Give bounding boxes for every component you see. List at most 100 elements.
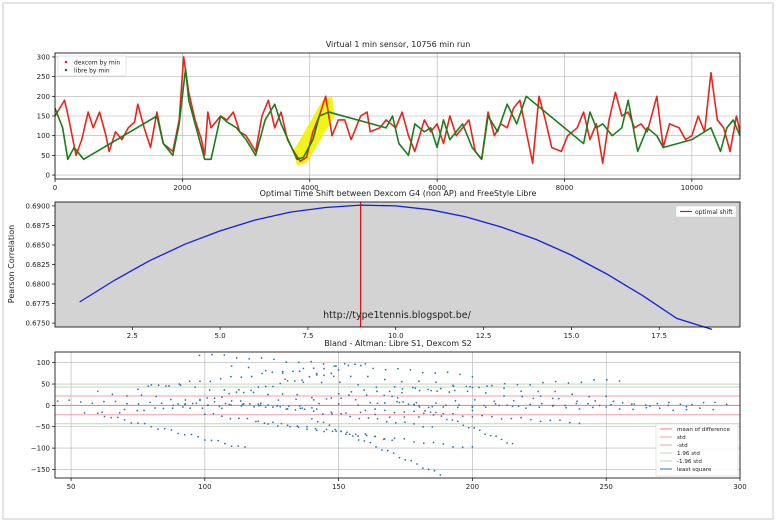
scatter-point: [461, 415, 464, 418]
scatter-point: [418, 389, 421, 392]
scatter-point: [277, 399, 280, 402]
scatter-point: [287, 405, 290, 408]
scatter-point: [323, 430, 325, 433]
scatter-point: [213, 397, 216, 400]
chart2-ytick-label: 0.6825: [26, 261, 51, 269]
scatter-point: [323, 374, 325, 377]
scatter-point: [316, 420, 319, 423]
scatter-point: [446, 371, 449, 374]
chart3-xtick-label: 50: [67, 483, 76, 491]
scatter-point: [96, 412, 99, 414]
chart3-xtick-label: 100: [198, 483, 211, 491]
scatter-point: [415, 401, 418, 404]
scatter-point: [667, 404, 670, 407]
scatter-point: [632, 408, 634, 411]
scatter-point: [314, 427, 317, 430]
scatter-point: [435, 402, 437, 404]
chart1-legend-box: [57, 55, 127, 77]
scatter-point: [374, 413, 377, 416]
chart2-ylabel: Pearson Correlation: [7, 225, 16, 303]
scatter-point: [310, 396, 313, 399]
scatter-point: [552, 404, 555, 407]
legend-minus-196-std-label: -1.96 std: [677, 459, 702, 465]
scatter-point: [612, 400, 615, 403]
scatter-point: [183, 433, 186, 436]
chart2-ytick-label: 0.6875: [26, 222, 51, 230]
scatter-point: [578, 408, 581, 410]
scatter-point: [220, 396, 223, 399]
scatter-point: [568, 421, 571, 424]
scatter-point: [521, 395, 524, 398]
scatter-point: [433, 469, 436, 472]
scatter-point: [469, 385, 471, 388]
scatter-point: [465, 385, 468, 388]
scatter-point: [228, 392, 231, 395]
chart2-ytick-label: 0.6900: [26, 202, 51, 210]
scatter-point: [318, 402, 321, 405]
scatter-point: [345, 412, 347, 414]
scatter-point: [413, 410, 415, 413]
scatter-point: [197, 435, 200, 438]
scatter-point: [416, 463, 418, 465]
scatter-point: [503, 395, 505, 397]
scatter-point: [267, 404, 269, 406]
chart2-background: [55, 202, 740, 327]
scatter-point: [359, 411, 362, 414]
scatter-point: [702, 401, 705, 404]
scatter-point: [374, 408, 377, 410]
scatter-point: [220, 415, 223, 418]
legend-dexcom-marker: [64, 60, 68, 64]
legend-196-std-label: 1.96 std: [677, 451, 700, 457]
scatter-point: [393, 411, 396, 414]
scatter-point: [315, 374, 318, 376]
scatter-point: [333, 365, 336, 368]
chart1-ytick-label: 50: [41, 152, 50, 160]
scatter-point: [130, 422, 133, 424]
scatter-point: [315, 429, 318, 432]
scatter-point: [101, 411, 103, 414]
scatter-point: [157, 428, 159, 430]
chart2-xtick-label: 15.0: [564, 332, 580, 340]
scatter-point: [253, 405, 256, 408]
chart2-xtick-label: 17.5: [651, 332, 667, 340]
scatter-point: [279, 382, 282, 385]
scatter-point: [421, 467, 424, 470]
scatter-point: [230, 445, 233, 448]
scatter-point: [312, 410, 315, 413]
chart3-title: Bland - Altman: Libre S1, Dexcom S2: [324, 339, 472, 348]
scatter-point: [418, 416, 420, 418]
scatter-point: [160, 402, 163, 405]
scatter-point: [335, 365, 337, 367]
scatter-point: [393, 385, 396, 388]
scatter-point: [357, 384, 359, 386]
scatter-point: [698, 407, 701, 410]
scatter-point: [454, 399, 457, 402]
scatter-point: [347, 364, 350, 367]
scatter-point: [393, 437, 396, 440]
scatter-point: [308, 375, 311, 378]
scatter-point: [429, 411, 432, 413]
scatter-point: [276, 405, 279, 407]
scatter-point: [198, 354, 201, 357]
scatter-point: [529, 403, 532, 406]
scatter-point: [102, 400, 105, 403]
scatter-point: [351, 435, 354, 437]
scatter-point: [456, 406, 459, 409]
scatter-point: [255, 420, 257, 423]
scatter-point: [321, 413, 324, 415]
scatter-point: [223, 389, 226, 391]
scatter-point: [348, 394, 350, 397]
chart2-legend-box: [675, 205, 737, 218]
scatter-point: [325, 397, 328, 400]
scatter-point: [123, 408, 126, 411]
scatter-point: [343, 362, 346, 365]
scatter-point: [529, 418, 532, 421]
scatter-point: [206, 397, 209, 399]
scatter-point: [330, 411, 333, 414]
scatter-point: [471, 375, 474, 378]
scatter-point: [220, 407, 223, 410]
scatter-point: [481, 414, 484, 417]
scatter-point: [374, 435, 377, 438]
chart3-reference-lines: [55, 386, 740, 425]
scatter-point: [348, 433, 351, 436]
